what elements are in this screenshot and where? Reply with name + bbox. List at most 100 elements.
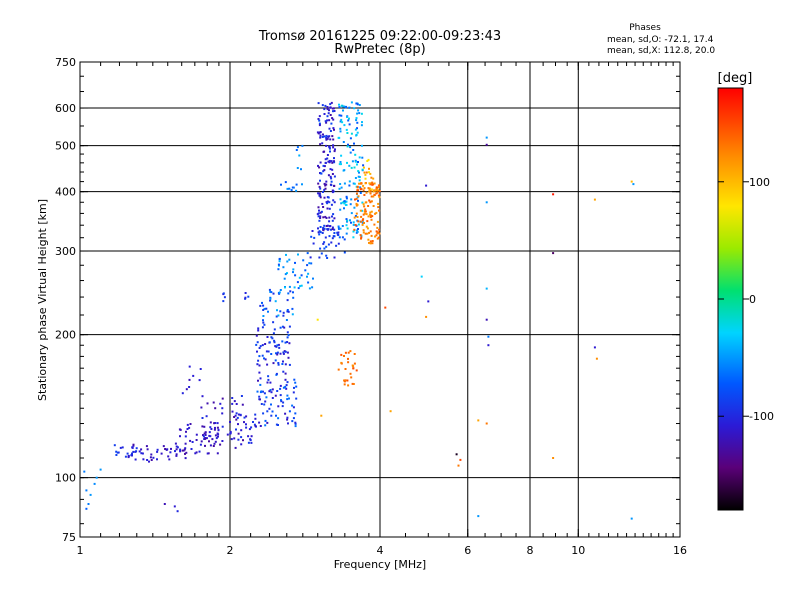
data-point — [326, 106, 329, 108]
data-point — [295, 397, 298, 400]
data-point — [377, 186, 380, 189]
data-point — [208, 440, 210, 443]
data-point — [325, 225, 328, 227]
data-point — [328, 135, 331, 138]
data-point — [313, 236, 316, 239]
data-point — [306, 275, 308, 278]
data-point — [319, 136, 322, 139]
data-point — [347, 351, 350, 354]
data-point — [337, 136, 340, 139]
data-point — [209, 444, 212, 447]
data-point — [326, 200, 329, 203]
data-point — [209, 435, 212, 438]
data-point — [333, 160, 335, 163]
data-point — [349, 372, 352, 375]
data-point — [294, 274, 297, 277]
data-point — [268, 341, 271, 344]
data-point — [318, 194, 321, 196]
data-point — [274, 300, 277, 303]
data-point — [329, 225, 332, 227]
data-point — [276, 344, 279, 347]
phases-x-stats: mean, sd,X: 112.8, 20.0 — [607, 46, 715, 56]
data-point — [301, 183, 303, 186]
data-point — [284, 341, 287, 344]
data-point — [350, 166, 353, 169]
data-point — [297, 287, 300, 290]
data-point — [338, 106, 341, 109]
data-point — [214, 426, 216, 429]
x-tick-label: 1 — [77, 544, 84, 557]
data-point — [234, 446, 237, 449]
data-point — [286, 351, 289, 354]
data-point — [322, 206, 325, 208]
data-point — [316, 318, 319, 321]
data-point — [362, 213, 365, 216]
data-point — [332, 110, 334, 113]
data-point — [243, 416, 246, 419]
data-point — [374, 189, 377, 192]
data-point — [217, 435, 219, 438]
data-point — [262, 390, 264, 393]
data-point — [277, 314, 280, 317]
chart-title: Tromsø 20161225 09:22:00-09:23:43 — [258, 29, 501, 44]
data-point — [325, 245, 328, 248]
data-point — [343, 182, 346, 185]
data-point — [240, 443, 243, 446]
data-point — [317, 102, 320, 105]
data-point — [292, 296, 295, 299]
data-point — [83, 470, 86, 473]
data-point — [327, 196, 330, 199]
data-point — [340, 202, 343, 205]
data-point — [219, 402, 222, 405]
data-point — [425, 184, 428, 187]
data-point — [265, 396, 268, 399]
data-point — [184, 447, 187, 450]
data-point — [354, 128, 357, 131]
data-point — [273, 341, 276, 344]
data-point — [329, 106, 332, 109]
data-point — [292, 391, 295, 394]
data-point — [368, 167, 370, 170]
data-point — [214, 422, 217, 424]
data-point — [369, 242, 372, 245]
data-point — [204, 434, 207, 436]
data-point — [271, 397, 274, 399]
data-point — [168, 458, 171, 461]
data-point — [352, 221, 355, 224]
data-point — [286, 398, 289, 401]
data-point — [363, 212, 366, 215]
data-point — [355, 119, 358, 122]
data-point — [326, 154, 329, 156]
data-point — [237, 438, 240, 441]
data-point — [292, 406, 295, 409]
data-point — [350, 132, 353, 135]
data-point — [369, 240, 372, 243]
data-point — [369, 211, 372, 214]
data-point — [277, 363, 280, 366]
data-point — [229, 430, 232, 433]
data-point — [286, 299, 289, 302]
data-point — [317, 164, 319, 167]
data-point — [352, 230, 355, 233]
data-point — [322, 170, 325, 173]
data-point — [353, 182, 356, 185]
data-point — [286, 309, 289, 311]
data-point — [338, 114, 341, 117]
data-point — [141, 452, 144, 455]
data-point — [282, 311, 285, 314]
data-point — [259, 377, 262, 380]
data-point — [329, 103, 332, 106]
data-point — [259, 304, 262, 307]
data-point — [156, 448, 159, 451]
data-point — [328, 207, 331, 210]
data-point — [459, 458, 462, 461]
data-point — [330, 177, 333, 180]
data-point — [296, 167, 299, 169]
data-point — [279, 352, 282, 355]
data-point — [317, 227, 319, 230]
data-point — [117, 451, 120, 454]
data-point — [199, 443, 202, 446]
data-point — [357, 189, 359, 192]
data-point — [307, 281, 310, 284]
data-point — [267, 350, 270, 353]
